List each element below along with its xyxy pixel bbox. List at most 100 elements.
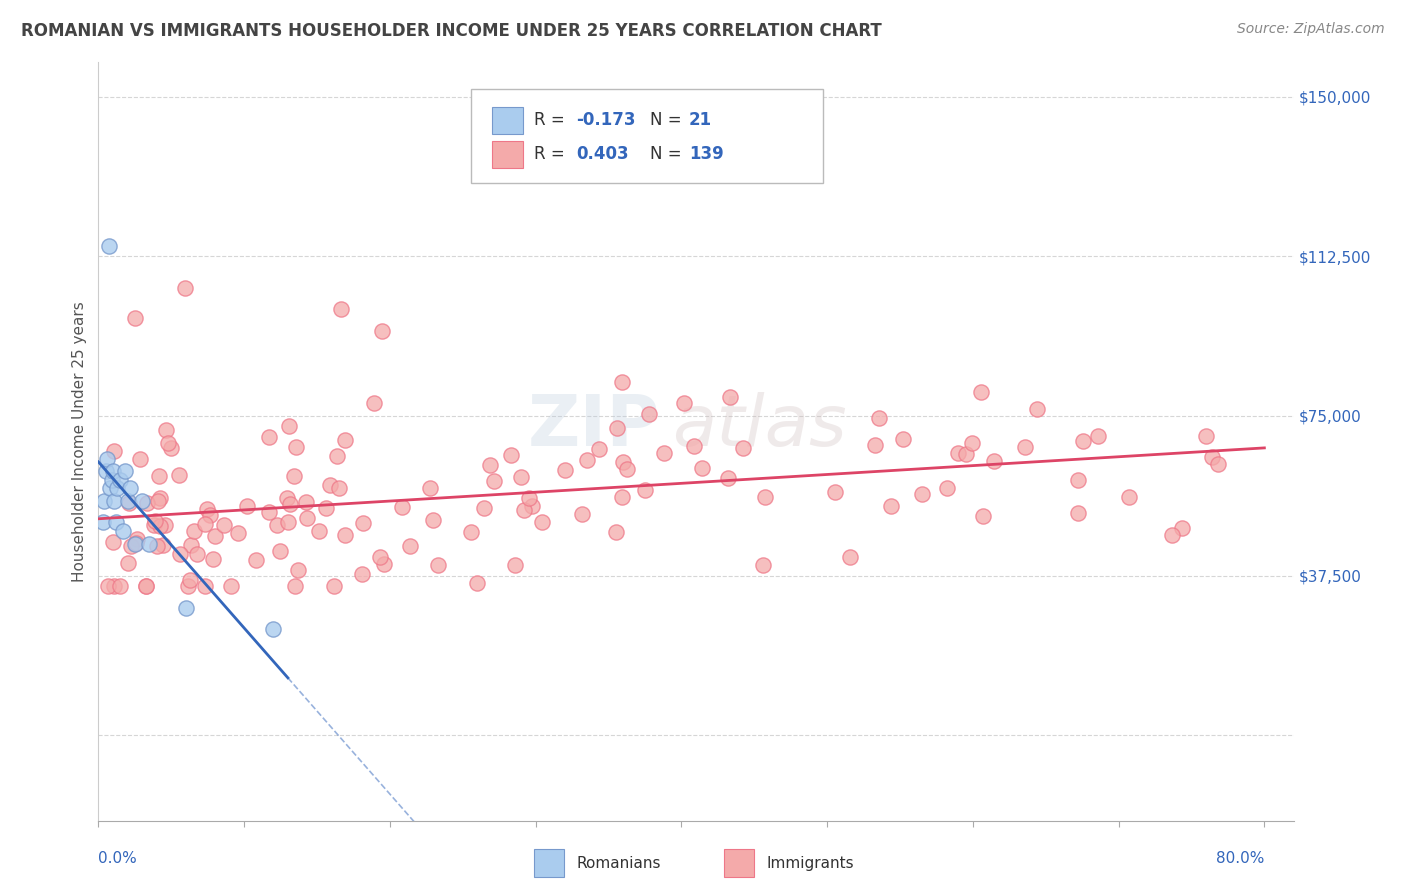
- Point: [125, 536, 148, 550]
- Point: [295, 511, 318, 525]
- Point: [129, 452, 152, 467]
- Point: [865, 437, 887, 451]
- Text: N =: N =: [650, 145, 686, 163]
- Point: [363, 396, 385, 410]
- Point: [326, 449, 349, 463]
- Point: [177, 579, 200, 593]
- Point: [503, 558, 526, 572]
- Text: -0.173: -0.173: [576, 112, 636, 129]
- Point: [880, 499, 903, 513]
- Point: [606, 421, 628, 435]
- Point: [733, 442, 755, 456]
- Text: 80.0%: 80.0%: [1216, 851, 1264, 866]
- Point: [391, 500, 413, 514]
- Point: [103, 443, 125, 458]
- Point: [610, 491, 633, 505]
- Point: [245, 553, 267, 567]
- Point: [1066, 507, 1088, 521]
- Point: [120, 540, 142, 554]
- Point: [146, 494, 169, 508]
- Point: [352, 516, 374, 531]
- Point: [104, 516, 127, 530]
- Point: [315, 500, 337, 515]
- Point: [153, 518, 176, 533]
- Point: [142, 517, 165, 532]
- Point: [652, 446, 675, 460]
- Point: [1201, 450, 1223, 464]
- Text: N =: N =: [650, 112, 686, 129]
- Text: 21: 21: [689, 112, 711, 129]
- Point: [717, 471, 740, 485]
- Point: [333, 434, 356, 448]
- Point: [1067, 473, 1090, 487]
- Point: [194, 579, 217, 593]
- Point: [427, 558, 450, 572]
- Point: [371, 324, 394, 338]
- Point: [124, 311, 146, 326]
- Point: [824, 485, 846, 500]
- Point: [183, 524, 205, 539]
- Point: [186, 547, 208, 561]
- Point: [482, 474, 505, 488]
- Point: [149, 519, 172, 533]
- Point: [96, 451, 118, 466]
- Point: [152, 538, 174, 552]
- Point: [262, 622, 284, 636]
- Point: [101, 464, 124, 478]
- Point: [718, 391, 741, 405]
- Point: [329, 302, 352, 317]
- Point: [960, 435, 983, 450]
- Point: [319, 478, 342, 492]
- Point: [101, 535, 124, 549]
- Point: [278, 497, 301, 511]
- Point: [517, 491, 540, 506]
- Point: [135, 579, 157, 593]
- Point: [194, 517, 217, 532]
- Point: [295, 495, 318, 509]
- Point: [136, 496, 159, 510]
- Y-axis label: Householder Income Under 25 years: Householder Income Under 25 years: [72, 301, 87, 582]
- Point: [114, 464, 136, 478]
- Point: [935, 481, 957, 495]
- Point: [219, 579, 242, 593]
- Point: [146, 539, 169, 553]
- Point: [1171, 521, 1194, 535]
- Point: [112, 524, 135, 538]
- Point: [910, 487, 932, 501]
- Text: ROMANIAN VS IMMIGRANTS HOUSEHOLDER INCOME UNDER 25 YEARS CORRELATION CHART: ROMANIAN VS IMMIGRANTS HOUSEHOLDER INCOM…: [21, 22, 882, 40]
- Point: [127, 532, 149, 546]
- Point: [284, 579, 307, 593]
- Point: [752, 558, 775, 572]
- Point: [135, 579, 157, 593]
- Point: [266, 517, 288, 532]
- Point: [972, 509, 994, 524]
- FancyBboxPatch shape: [724, 849, 754, 877]
- Point: [323, 579, 346, 593]
- Point: [672, 395, 695, 409]
- Point: [368, 550, 391, 565]
- Point: [180, 538, 202, 552]
- Point: [173, 281, 195, 295]
- Point: [167, 468, 190, 483]
- Point: [1206, 457, 1229, 471]
- Point: [287, 563, 309, 577]
- Point: [143, 514, 166, 528]
- Point: [214, 518, 236, 533]
- Point: [616, 462, 638, 476]
- Text: 0.0%: 0.0%: [98, 851, 138, 866]
- Point: [333, 528, 356, 542]
- Point: [103, 579, 125, 593]
- Text: R =: R =: [534, 145, 571, 163]
- Point: [1118, 490, 1140, 504]
- Text: 0.403: 0.403: [576, 145, 628, 163]
- Point: [124, 537, 146, 551]
- Point: [605, 524, 627, 539]
- Point: [103, 494, 125, 508]
- Point: [419, 481, 441, 495]
- Point: [257, 430, 280, 444]
- Point: [201, 551, 224, 566]
- Point: [983, 454, 1005, 468]
- Point: [460, 525, 482, 540]
- Text: R =: R =: [534, 112, 571, 129]
- Point: [948, 446, 970, 460]
